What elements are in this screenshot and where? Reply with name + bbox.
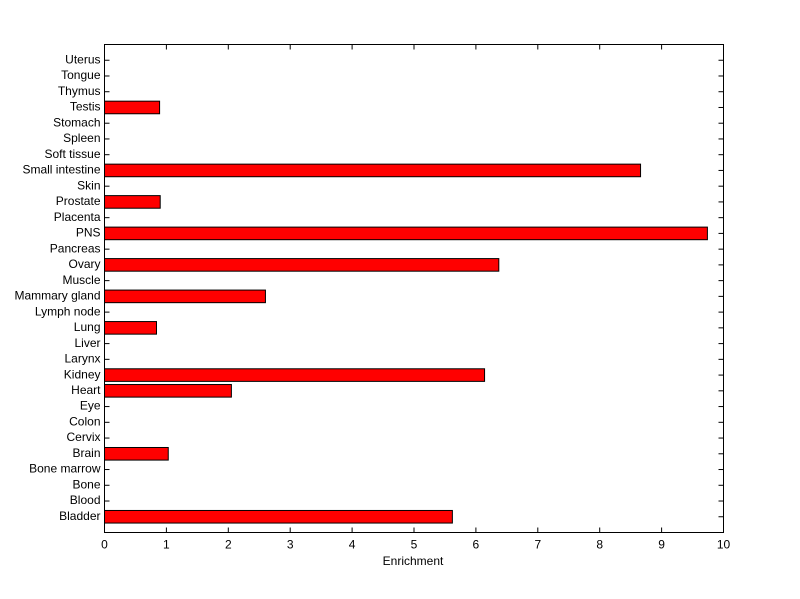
x-tick-label: 8: [596, 538, 603, 552]
y-tick-label: Tongue: [61, 68, 101, 82]
y-tick-label: Uterus: [65, 52, 100, 66]
bar: [104, 368, 486, 382]
y-tick-label: Cervix: [66, 430, 100, 444]
x-tick-label: 5: [411, 538, 418, 552]
x-tick-label: 4: [349, 538, 356, 552]
y-tick-label: Mammary gland: [14, 289, 100, 303]
y-tick-label: Small intestine: [22, 163, 100, 177]
y-tick-label: Skin: [77, 178, 100, 192]
bar: [104, 100, 161, 115]
bar: [104, 226, 708, 241]
x-axis-label: Enrichment: [383, 554, 444, 568]
y-tick-label: Bone marrow: [29, 462, 101, 476]
y-tick-label: Heart: [71, 383, 101, 397]
bar: [104, 321, 157, 335]
bar: [104, 195, 161, 209]
x-tick-label: 7: [534, 538, 541, 552]
y-tick-label: PNS: [76, 226, 101, 240]
y-tick-label: Spleen: [63, 131, 100, 145]
y-tick-label: Placenta: [54, 210, 101, 224]
x-tick-label: 9: [658, 538, 665, 552]
bar: [104, 509, 453, 524]
y-tick-label: Pancreas: [50, 241, 101, 255]
y-tick-label: Prostate: [56, 194, 101, 208]
bar: [104, 384, 232, 398]
y-tick-label: Colon: [69, 414, 100, 428]
y-tick-label: Kidney: [64, 367, 101, 381]
y-tick-label: Ovary: [68, 257, 100, 271]
bar: [104, 446, 169, 461]
x-tick-label: 2: [225, 538, 232, 552]
y-tick-label: Larynx: [64, 352, 100, 366]
y-tick-label: Muscle: [62, 273, 100, 287]
y-tick-label: Eye: [80, 399, 101, 413]
x-tick-label: 1: [163, 538, 170, 552]
bar: [104, 163, 642, 178]
x-tick-label: 0: [101, 538, 108, 552]
y-tick-label: Lymph node: [35, 304, 101, 318]
y-tick-label: Brain: [72, 446, 100, 460]
plot-frame: [104, 44, 724, 533]
y-tick-label: Testis: [70, 100, 101, 114]
y-tick-label: Lung: [74, 320, 101, 334]
y-tick-label: Blood: [70, 493, 101, 507]
bar: [104, 289, 266, 304]
y-tick-label: Bladder: [59, 509, 100, 523]
y-tick-label: Bone: [72, 477, 100, 491]
x-tick-label: 10: [717, 538, 731, 552]
y-tick-label: Thymus: [58, 84, 101, 98]
y-tick-label: Soft tissue: [44, 147, 100, 161]
y-tick-label: Stomach: [53, 115, 100, 129]
x-tick-label: 3: [287, 538, 294, 552]
y-tick-label: Liver: [74, 336, 100, 350]
bar: [104, 258, 500, 272]
x-tick-label: 6: [473, 538, 480, 552]
